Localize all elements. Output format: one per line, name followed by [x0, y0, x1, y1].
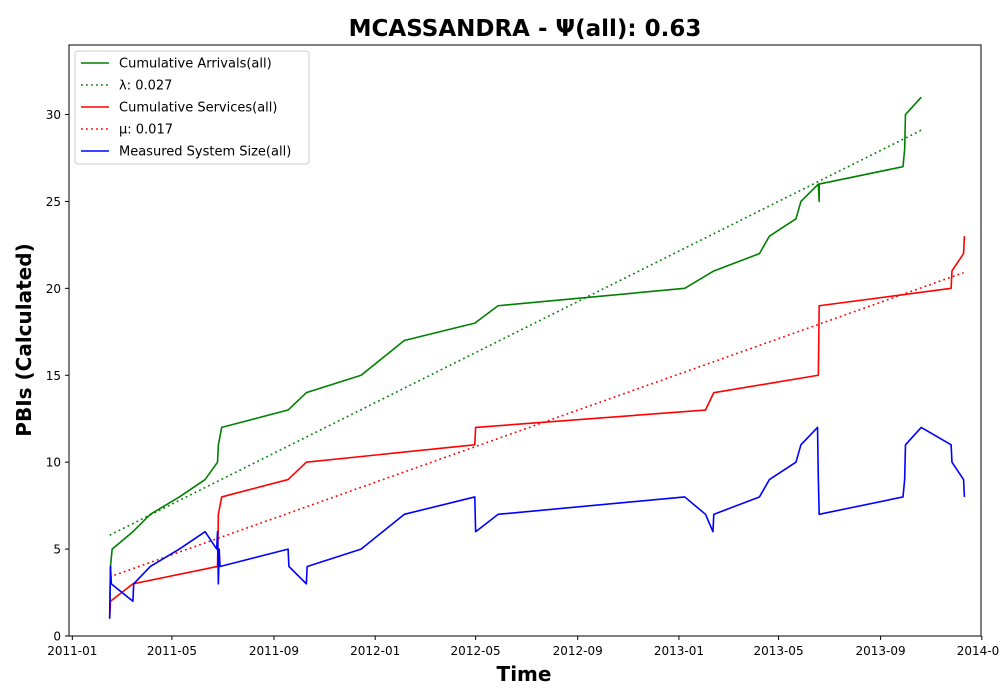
x-tick-label: 2011-05: [147, 644, 197, 658]
y-tick-label: 0: [53, 630, 61, 644]
y-tick-label: 20: [46, 282, 61, 296]
series-line-1: [109, 129, 922, 536]
y-tick-label: 25: [46, 195, 61, 209]
plot-frame: [68, 44, 982, 637]
y-tick-label: 10: [46, 456, 61, 470]
y-axis-title: PBIs (Calculated): [12, 243, 36, 436]
x-axis-title: Time: [497, 662, 552, 686]
legend-label: Cumulative Arrivals(all): [119, 57, 272, 72]
x-tick-label: 2011-01: [47, 644, 97, 658]
legend-box: [74, 50, 310, 165]
x-tick-label: 2013-05: [753, 644, 803, 658]
legend-label: μ: 0.017: [119, 123, 173, 138]
x-tick-label: 2012-05: [451, 644, 501, 658]
legend-label: Cumulative Services(all): [119, 101, 277, 116]
chart-title: MCASSANDRA - Ψ(all): 0.63: [349, 16, 702, 42]
y-tick-label: 30: [46, 108, 61, 122]
x-tick-label: 2012-01: [350, 644, 400, 658]
y-tick-label: 15: [46, 369, 61, 383]
series-line-2: [108, 236, 966, 619]
plot-area: [108, 96, 966, 619]
legend: Cumulative Arrivals(all) λ: 0.027 Cumulati…: [74, 50, 310, 165]
x-tick-label: 2013-01: [654, 644, 704, 658]
x-tick-label: 2012-09: [553, 644, 603, 658]
y-tick-label: 5: [53, 543, 61, 557]
x-tick-label: 2013-09: [856, 644, 906, 658]
y-axis: 0 5 10 15 20 25 30: [46, 108, 69, 644]
legend-label: Measured System Size(all): [119, 145, 291, 160]
legend-label: λ: 0.027: [119, 79, 172, 94]
x-tick-label: 2014-01: [957, 644, 1000, 658]
series-line-3: [109, 271, 964, 578]
series-line-4: [108, 426, 966, 619]
series-line-0: [108, 96, 922, 619]
x-axis: 2011-01 2011-05 2011-09 2012-01 2012-05 2012-…: [47, 636, 1000, 658]
x-tick-label: 2011-09: [249, 644, 299, 658]
